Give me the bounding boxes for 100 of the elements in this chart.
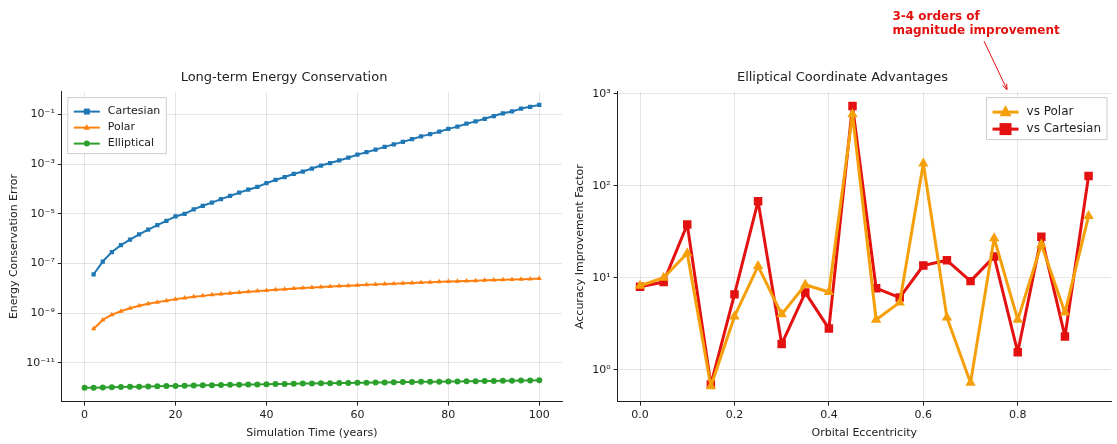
x-tick-label: 80	[441, 408, 456, 422]
point	[682, 247, 693, 257]
point	[300, 169, 305, 174]
point	[536, 377, 543, 384]
point	[824, 324, 834, 333]
legend-label: Cartesian	[107, 104, 161, 118]
point	[354, 379, 361, 386]
point	[363, 379, 370, 386]
point	[381, 379, 388, 386]
y-tick-label: 10⁰	[592, 362, 612, 376]
point	[100, 259, 105, 264]
point	[273, 177, 278, 183]
point	[800, 278, 811, 288]
point	[847, 108, 858, 118]
point	[518, 377, 525, 384]
point	[1084, 171, 1093, 181]
point	[418, 378, 425, 385]
point	[508, 377, 515, 384]
point	[482, 277, 488, 282]
point	[941, 311, 953, 321]
x-tick-label: 40	[259, 408, 274, 422]
point	[172, 296, 179, 301]
point	[99, 384, 106, 391]
point	[445, 378, 452, 385]
point	[127, 305, 133, 310]
point	[272, 286, 279, 292]
point	[236, 289, 242, 294]
point	[127, 383, 134, 390]
point	[345, 282, 351, 288]
point	[400, 280, 406, 285]
y-tick-label: 10⁻⁹	[30, 306, 55, 320]
x-tick-label: 0.8	[1009, 408, 1027, 422]
point	[683, 220, 692, 229]
point	[191, 207, 196, 212]
point	[490, 377, 497, 384]
point	[730, 290, 739, 299]
y-tick-label: 10⁻¹¹	[26, 355, 55, 369]
point	[272, 381, 279, 388]
point	[300, 285, 306, 290]
point	[236, 381, 243, 388]
point	[919, 261, 928, 270]
point	[752, 260, 764, 270]
point	[154, 383, 161, 390]
point	[848, 101, 857, 111]
point	[454, 378, 461, 385]
point	[118, 308, 124, 313]
point	[245, 381, 252, 388]
point	[408, 379, 415, 385]
point	[299, 380, 306, 387]
point	[1059, 306, 1071, 316]
x-tick-label: 0.2	[725, 408, 744, 422]
point	[173, 214, 178, 219]
point	[372, 379, 379, 386]
point	[337, 158, 342, 163]
point	[390, 379, 397, 386]
point	[309, 284, 315, 290]
point	[164, 218, 169, 223]
point	[354, 282, 360, 287]
point	[117, 384, 124, 391]
point	[136, 383, 143, 390]
point	[309, 166, 315, 171]
point	[1036, 238, 1047, 248]
point	[427, 378, 434, 385]
x-tick-label: 60	[350, 408, 365, 422]
x-tick-label: 0.4	[820, 408, 838, 422]
point	[254, 381, 261, 388]
point	[363, 281, 370, 287]
point	[364, 150, 369, 155]
point	[499, 377, 506, 384]
point	[509, 109, 515, 114]
point	[472, 378, 479, 385]
point	[942, 256, 952, 265]
chart-title: Elliptical Coordinate Advantages	[736, 69, 949, 85]
point	[182, 211, 187, 216]
legend-label: Polar	[107, 120, 136, 134]
point	[1037, 232, 1046, 241]
legend-label: vs Cartesian	[1026, 121, 1101, 136]
point	[291, 285, 297, 291]
point	[263, 287, 270, 292]
point	[399, 379, 406, 386]
legend-label: Elliptical	[107, 136, 155, 150]
point	[1060, 332, 1070, 341]
y-axis-title: Energy Conservation Error	[7, 173, 21, 320]
y-tick-label: 10³	[592, 86, 611, 100]
point	[464, 121, 469, 126]
point	[509, 276, 515, 281]
y-axis-title: Accuracy Improvement Factor	[573, 163, 587, 330]
point	[227, 290, 233, 295]
point	[254, 288, 260, 293]
point	[217, 382, 224, 389]
point	[454, 278, 461, 283]
text: 3-4 orders of magnitude improvement	[892, 9, 1060, 38]
point	[172, 382, 179, 389]
point	[327, 283, 333, 289]
point	[327, 380, 334, 387]
point	[163, 297, 169, 303]
point	[491, 277, 497, 282]
point	[473, 277, 479, 283]
x-tick-label: 100	[528, 408, 550, 422]
y-tick-label: 10¹	[592, 270, 611, 284]
